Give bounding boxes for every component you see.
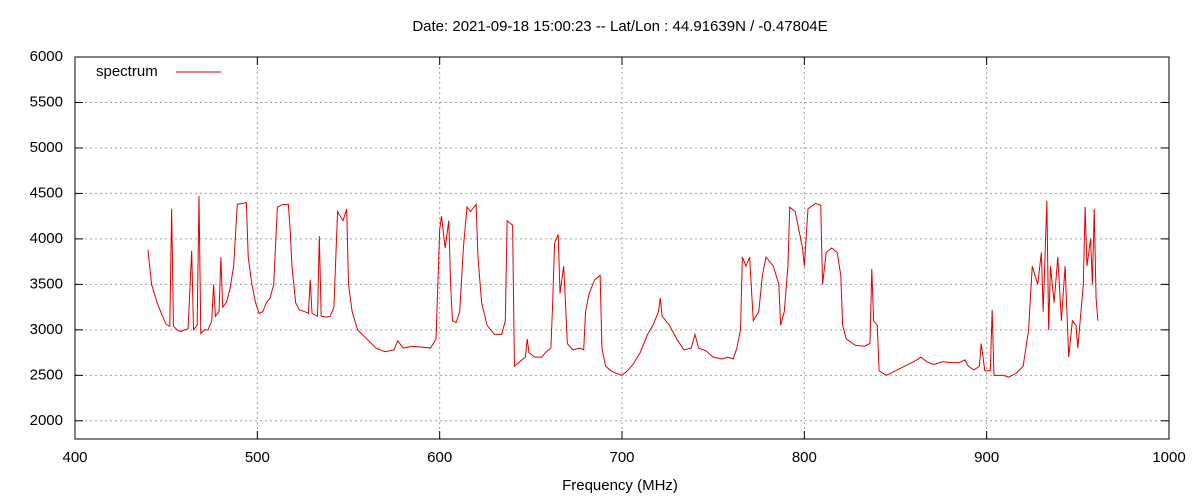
y-tick-label: 6000 xyxy=(30,48,63,65)
y-tick-label: 2500 xyxy=(30,366,63,383)
x-tick-label: 600 xyxy=(427,449,452,466)
y-tick-label: 4500 xyxy=(30,184,63,201)
x-tick-label: 400 xyxy=(62,449,87,466)
x-axis-label: Frequency (MHz) xyxy=(562,477,678,494)
plot-frame xyxy=(74,56,1170,440)
y-tick-label: 4000 xyxy=(30,230,63,247)
legend-label: spectrum xyxy=(96,63,158,80)
x-tick-label: 900 xyxy=(974,449,999,466)
y-tick-label: 5000 xyxy=(30,139,63,156)
y-tick-label: 3500 xyxy=(30,275,63,292)
y-tick-label: 5500 xyxy=(30,93,63,110)
spectrum-line xyxy=(147,196,1099,378)
x-tick-label: 800 xyxy=(792,449,817,466)
chart-title: Date: 2021-09-18 15:00:23 -- Lat/Lon : 4… xyxy=(412,18,827,35)
x-tick-label: 1000 xyxy=(1152,449,1185,466)
x-tick-label: 700 xyxy=(609,449,634,466)
x-tick-label: 500 xyxy=(245,449,270,466)
y-tick-label: 2000 xyxy=(30,412,63,429)
y-tick-label: 3000 xyxy=(30,321,63,338)
